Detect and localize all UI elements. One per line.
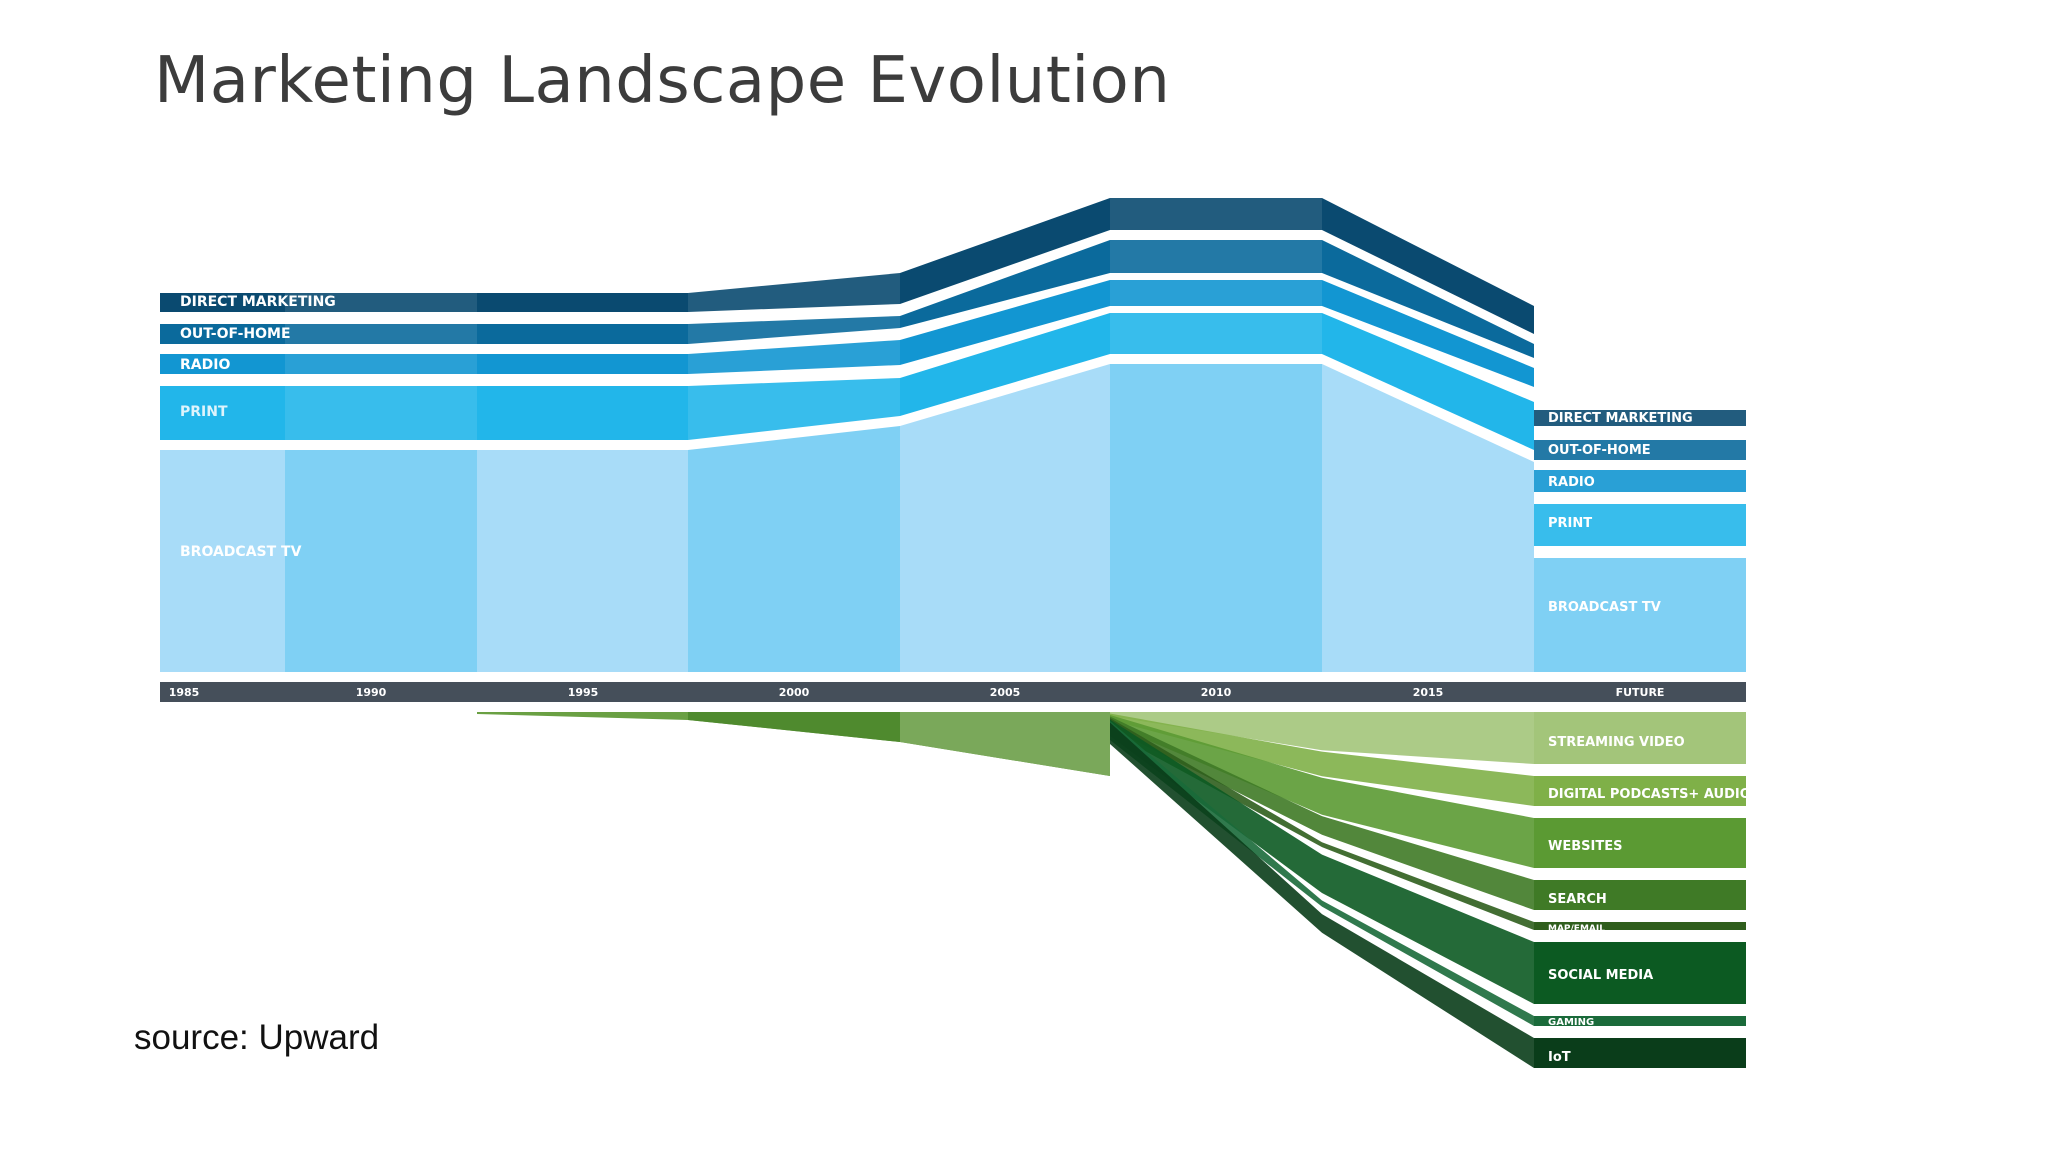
year-tick-2010: 2010 — [1201, 686, 1232, 699]
band-print-7 — [1534, 504, 1746, 546]
band-radio-5 — [1110, 280, 1322, 306]
band-direct-marketing-4 — [900, 198, 1110, 304]
left-label-out-of-home: OUT-OF-HOME — [180, 326, 291, 342]
future-block-iot — [1534, 1038, 1746, 1068]
left-label-radio: RADIO — [180, 357, 230, 373]
band-direct-marketing-2 — [477, 293, 688, 312]
band-print-4 — [900, 313, 1110, 416]
band-broadcast-tv-6 — [1322, 364, 1534, 672]
band-broadcast-tv-7 — [1534, 558, 1746, 672]
band-broadcast-tv-0 — [160, 450, 285, 672]
year-tick-2000: 2000 — [779, 686, 810, 699]
stream-iot — [1110, 722, 1534, 1068]
year-tick-1985: 1985 — [169, 686, 200, 699]
band-radio-0 — [160, 354, 285, 374]
band-out-of-home-4 — [900, 240, 1110, 328]
digital-label-iot: IoT — [1548, 1050, 1571, 1065]
band-print-2 — [477, 386, 688, 440]
stream-streaming-video — [1110, 712, 1534, 764]
future-block-search — [1534, 880, 1746, 910]
band-print-0 — [160, 386, 285, 440]
band-print-1 — [285, 386, 477, 440]
band-print-5 — [1110, 313, 1322, 354]
stream-websites — [1110, 715, 1534, 868]
band-direct-marketing-7 — [1534, 410, 1746, 426]
band-radio-6 — [1322, 280, 1534, 387]
band-broadcast-tv-4 — [900, 364, 1110, 672]
band-radio-7 — [1534, 470, 1746, 492]
future-block-digital-podcasts-audio — [1534, 776, 1746, 806]
band-out-of-home-3 — [688, 316, 900, 344]
year-axis-bar — [160, 682, 1746, 702]
band-broadcast-tv-2 — [477, 450, 688, 672]
band-radio-4 — [900, 280, 1110, 365]
left-label-print: PRINT — [180, 404, 228, 420]
band-out-of-home-0 — [160, 324, 285, 344]
band-out-of-home-1 — [285, 324, 477, 344]
stream-gaming — [1110, 721, 1534, 1026]
band-radio-1 — [285, 354, 477, 374]
digital-label-digital-podcasts-audio: DIGITAL PODCASTS+ AUDIO — [1548, 787, 1751, 802]
band-broadcast-tv-1 — [285, 450, 477, 672]
left-label-direct-marketing: DIRECT MARKETING — [180, 294, 336, 310]
digital-label-map-email: MAP/EMAIL — [1548, 924, 1605, 934]
digital-label-streaming-video: STREAMING VIDEO — [1548, 735, 1685, 750]
band-out-of-home-2 — [477, 324, 688, 344]
digital-media-streams — [477, 712, 1746, 1068]
source-note: source: Upward — [134, 1018, 380, 1057]
future-block-gaming — [1534, 1016, 1746, 1026]
year-tick-1990: 1990 — [356, 686, 387, 699]
band-direct-marketing-5 — [1110, 198, 1322, 230]
band-direct-marketing-0 — [160, 293, 285, 312]
right-label-out-of-home: OUT-OF-HOME — [1548, 443, 1651, 458]
year-axis: 1985 1990 1995 2000 2005 2010 2015 FUTURE — [160, 682, 1746, 702]
band-radio-2 — [477, 354, 688, 374]
year-tick-2015: 2015 — [1413, 686, 1444, 699]
band-out-of-home-7 — [1534, 440, 1746, 460]
digital-early-stream-2005 — [900, 712, 1110, 776]
band-out-of-home-5 — [1110, 240, 1322, 273]
year-tick-1995: 1995 — [568, 686, 599, 699]
future-block-websites — [1534, 818, 1746, 868]
left-label-broadcast-tv: BROADCAST TV — [180, 544, 302, 560]
band-broadcast-tv-5 — [1110, 364, 1322, 672]
digital-label-social-media: SOCIAL MEDIA — [1548, 968, 1653, 983]
stream-digital-podcasts-audio — [1110, 713, 1534, 806]
traditional-media-streams — [160, 198, 1746, 672]
band-print-6 — [1322, 313, 1534, 450]
future-block-social-media — [1534, 942, 1746, 1004]
band-radio-3 — [688, 340, 900, 374]
digital-label-websites: WEBSITES — [1548, 839, 1622, 854]
right-label-direct-marketing: DIRECT MARKETING — [1548, 411, 1693, 426]
band-direct-marketing-6 — [1322, 198, 1534, 334]
digital-early-stream-2000 — [688, 712, 900, 742]
stream-search — [1110, 716, 1534, 910]
year-tick-future: FUTURE — [1616, 686, 1665, 699]
future-block-map-email — [1534, 922, 1746, 930]
band-print-3 — [688, 378, 900, 440]
band-broadcast-tv-3 — [688, 426, 900, 672]
stream-map-email — [1110, 718, 1534, 930]
band-direct-marketing-1 — [285, 293, 477, 312]
right-label-radio: RADIO — [1548, 475, 1595, 490]
band-direct-marketing-3 — [688, 273, 900, 312]
right-label-print: PRINT — [1548, 516, 1592, 531]
band-out-of-home-6 — [1322, 240, 1534, 358]
right-label-broadcast-tv: BROADCAST TV — [1548, 600, 1661, 615]
year-tick-2005: 2005 — [990, 686, 1021, 699]
future-block-streaming-video — [1534, 712, 1746, 764]
digital-label-search: SEARCH — [1548, 892, 1607, 907]
series-labels: DIRECT MARKETING OUT-OF-HOME RADIO PRINT BRO… — [180, 294, 1751, 1065]
digital-label-gaming: GAMING — [1548, 1017, 1594, 1028]
page-title: Marketing Landscape Evolution — [154, 44, 1171, 118]
stream-social-media — [1110, 719, 1534, 1004]
